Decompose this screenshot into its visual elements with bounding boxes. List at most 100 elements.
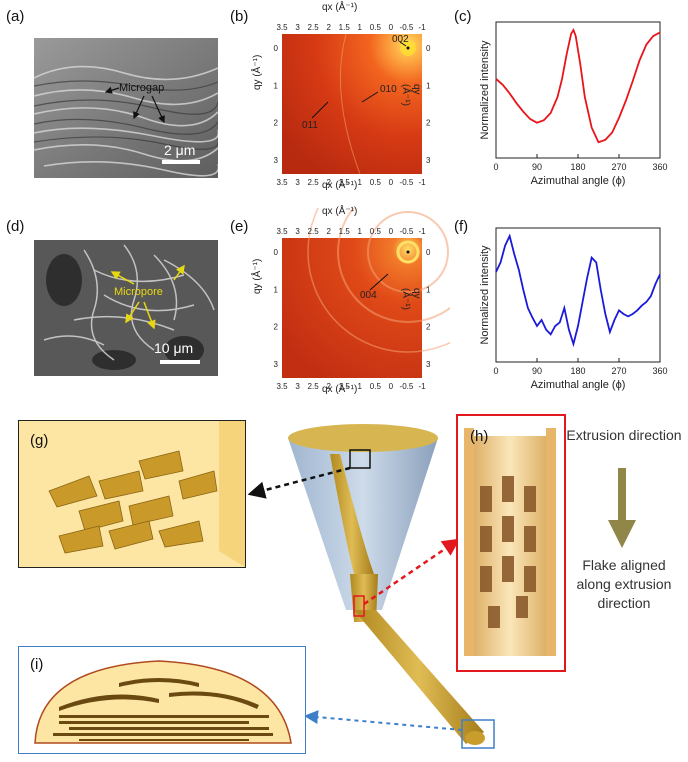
- waxs-ytick-right: 3: [426, 156, 431, 165]
- waxs-xtick-top: 0: [389, 23, 394, 32]
- waxs-xtick-top: -1: [418, 23, 426, 32]
- panel-label-f: (f): [454, 218, 469, 235]
- waxs-ytick-left: 0: [274, 44, 279, 53]
- waxs-b-ylabel: qy (Å⁻¹): [252, 54, 263, 90]
- waxs-pattern-e: 004 3.5 3.5 3 3 2.5 2.5 2 2 1.5 1.5 1 1 0.5 0.5 0 0 -0.5…: [250, 151, 509, 398]
- panel-i-box: [18, 646, 306, 754]
- x-tick-label: 270: [611, 162, 626, 172]
- waxs-e-xlabel-top: qx (Å⁻¹): [322, 206, 358, 217]
- sem-image-d-graphic: [34, 240, 218, 376]
- waxs-xtick-top: 3: [295, 23, 300, 32]
- x-tick-label: 180: [570, 366, 585, 376]
- waxs-xtick-top: 0.5: [370, 227, 382, 236]
- waxs-xtick-top: 2.5: [308, 227, 320, 236]
- waxs-xtick-top: 3: [295, 227, 300, 236]
- nozzle-top-marker: [349, 449, 371, 469]
- series-line: [495, 27, 661, 144]
- waxs-ytick-right: 2: [426, 119, 431, 128]
- x-tick-label: 0: [493, 162, 498, 172]
- panel-label-g: (g): [30, 432, 49, 449]
- down-arrow-icon: [608, 468, 636, 548]
- panel-label-c: (c): [454, 8, 472, 25]
- x-tick-label: 90: [532, 366, 542, 376]
- waxs-xtick-top: 1.5: [339, 23, 351, 32]
- x-axis-label: Azimuthal angle (ϕ): [531, 379, 626, 391]
- waxs-xtick-bottom: 1: [358, 178, 363, 187]
- peak-011: 011: [302, 120, 318, 131]
- x-tick-label: 180: [570, 162, 585, 172]
- waxs-e-ylabel: qy (Å⁻¹): [252, 258, 263, 294]
- panel-g-graphic: [19, 421, 245, 567]
- microgap-arrows: [104, 86, 165, 124]
- y-axis-label: Normalized intensity: [479, 40, 491, 140]
- y-axis-label: Normalized intensity: [479, 245, 491, 345]
- waxs-xtick-bottom: 2.5: [308, 178, 320, 187]
- panel-label-e: (e): [230, 218, 249, 235]
- x-tick-label: 90: [532, 162, 542, 172]
- x-tick-label: 270: [611, 366, 626, 376]
- x-tick-label: 0: [493, 366, 498, 376]
- waxs-xtick-bottom: 1.5: [339, 178, 351, 187]
- waxs-xtick-top: -0.5: [400, 23, 414, 32]
- peak-010: 010: [380, 84, 397, 95]
- waxs-xtick-bottom: 3.5: [276, 178, 288, 187]
- waxs-xtick-bottom: 2: [326, 382, 331, 391]
- waxs-ytick-right: 3: [426, 360, 431, 369]
- waxs-ytick-left: 3: [274, 156, 279, 165]
- waxs-xtick-top: 1: [358, 227, 363, 236]
- waxs-b-graphic: 002 010 011 3.53.5332.52.5221.51.5110.50…: [274, 23, 431, 187]
- microgap-annotation: Microgap: [119, 82, 165, 94]
- panel-label-a: (a): [6, 8, 25, 25]
- waxs-xtick-top: 0.5: [370, 23, 382, 32]
- waxs-xtick-bottom: 0: [389, 382, 394, 391]
- waxs-xtick-bottom: 3: [295, 382, 300, 391]
- waxs-ytick-right: 0: [426, 248, 431, 257]
- plot-frame: [495, 227, 661, 363]
- waxs-xtick-top: -0.5: [400, 227, 414, 236]
- x-axis-label: Azimuthal angle (ϕ): [531, 175, 626, 187]
- waxs-xtick-top: 2: [326, 23, 331, 32]
- waxs-xtick-top: 2.5: [308, 23, 320, 32]
- waxs-xtick-top: 2: [326, 227, 331, 236]
- waxs-xtick-bottom: 0.5: [370, 178, 382, 187]
- waxs-ytick-left: 1: [274, 285, 279, 294]
- waxs-ytick-left: 2: [274, 323, 279, 332]
- waxs-xtick-bottom: 1: [358, 382, 363, 391]
- waxs-xtick-top: 3.5: [276, 23, 288, 32]
- waxs-ytick-left: 0: [274, 248, 279, 257]
- peak-002: 002: [392, 34, 409, 45]
- panel-label-b: (b): [230, 8, 249, 25]
- panel-i-graphic: [34, 660, 292, 744]
- waxs-xtick-bottom: -1: [418, 382, 426, 391]
- series-line: [495, 233, 661, 348]
- plot-frame: [495, 21, 661, 159]
- x-tick-label: 360: [652, 162, 667, 172]
- peak-004: 004: [360, 290, 377, 301]
- waxs-xtick-bottom: 0.5: [370, 382, 382, 391]
- chart-f: 0 90 180 270 360 Azimuthal angle (ϕ) Normalize…: [479, 227, 668, 391]
- micropore-annotation: Micropore: [114, 286, 163, 298]
- flake-aligned-label: Flake aligned along extrusion direction: [576, 557, 672, 611]
- waxs-xtick-top: 3.5: [276, 227, 288, 236]
- waxs-b-ylabel-right: qy (Å⁻¹): [400, 84, 422, 106]
- panel-label-h: (h): [470, 428, 489, 445]
- waxs-xtick-bottom: 3.5: [276, 382, 288, 391]
- waxs-xtick-top: 1: [358, 23, 363, 32]
- waxs-e-xlabel-bottom: qx (Å⁻¹): [322, 384, 358, 395]
- waxs-xtick-bottom: -0.5: [400, 178, 414, 187]
- filament-marker: [461, 719, 495, 749]
- waxs-e-ylabel-right: qy (Å⁻¹): [400, 288, 422, 310]
- waxs-xtick-bottom: -1: [418, 178, 426, 187]
- panel-g-box: [18, 420, 246, 568]
- panel-label-d: (d): [6, 218, 25, 235]
- waxs-xtick-bottom: 0: [389, 178, 394, 187]
- extrusion-direction-label: Extrusion direction: [566, 427, 682, 443]
- waxs-xtick-top: 1.5: [339, 227, 351, 236]
- sem-image-a-graphic: [33, 38, 220, 178]
- waxs-b-xlabel-top: qx (Å⁻¹): [322, 2, 358, 13]
- chart-c: 0 90 180 270 360 Azimuthal angle (ϕ) Normalize…: [479, 21, 668, 187]
- waxs-ytick-left: 2: [274, 119, 279, 128]
- panel-h-graphic: [464, 428, 556, 656]
- waxs-xtick-bottom: 2.5: [308, 382, 320, 391]
- scale-bar-a: 2 μm: [164, 142, 196, 158]
